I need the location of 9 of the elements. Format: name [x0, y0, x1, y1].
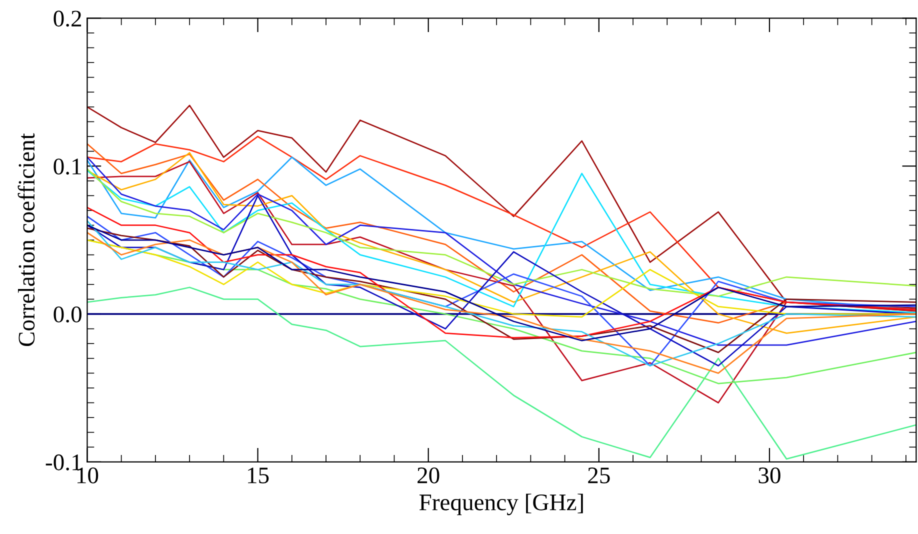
x-tick-label: 30	[758, 467, 780, 484]
y-tick-label: 0.2	[54, 10, 82, 27]
x-axis-title: Frequency [GHz]	[419, 494, 583, 516]
x-tick-label: 15	[248, 468, 269, 484]
y-axis-title: Correlation coefficient	[18, 133, 35, 346]
x-tick-label: 25	[588, 468, 610, 484]
y-tick-label: 0.1	[54, 158, 81, 175]
x-tick-label: 20	[418, 467, 440, 484]
y-tick-label: 0.0	[54, 306, 82, 323]
